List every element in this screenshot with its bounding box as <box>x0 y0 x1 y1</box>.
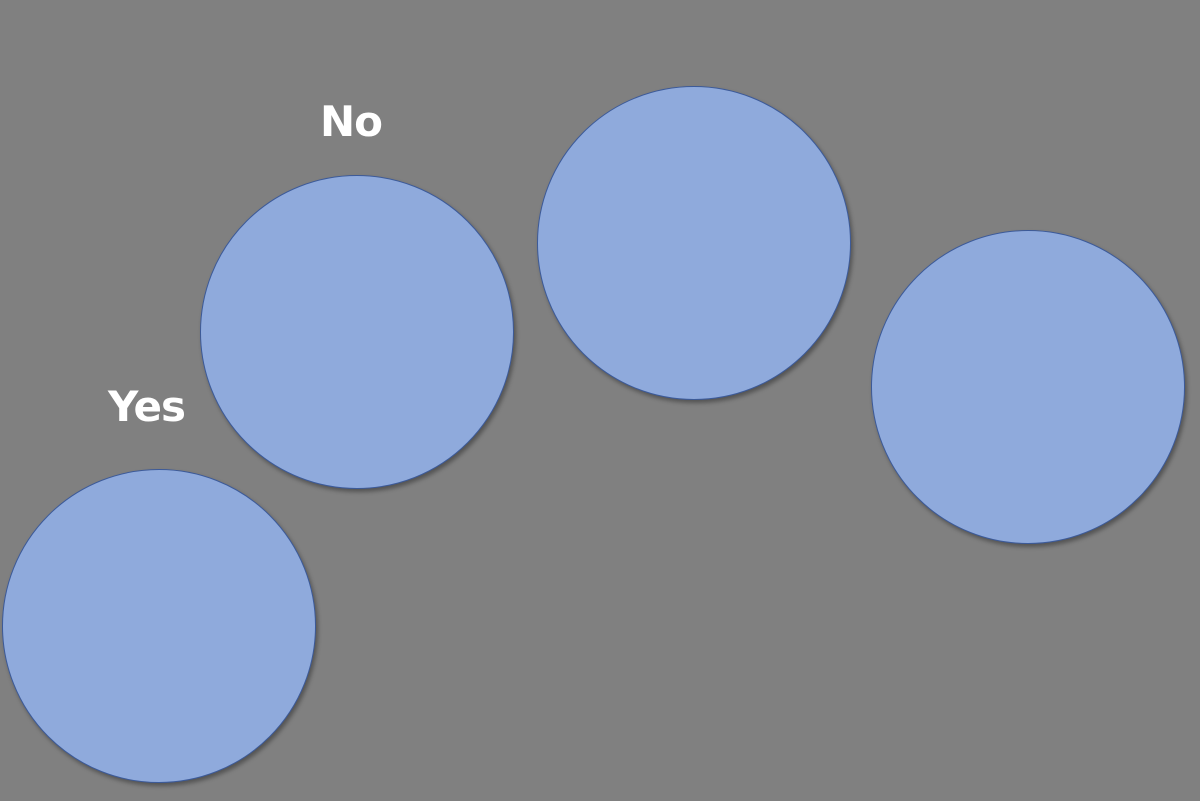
circle-node-2 <box>200 175 514 489</box>
circle-node-4 <box>871 230 1185 544</box>
circle-node-3 <box>537 86 851 400</box>
circle-node-1 <box>2 469 316 783</box>
no-label: No <box>320 97 383 146</box>
yes-label: Yes <box>108 382 186 431</box>
